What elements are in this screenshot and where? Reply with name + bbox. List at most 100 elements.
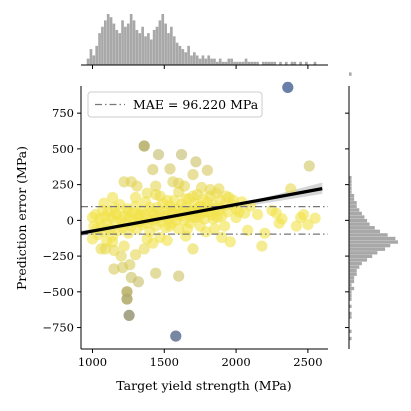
data-point	[141, 187, 153, 199]
histogram-bar	[253, 61, 256, 65]
histogram-bar	[244, 58, 248, 66]
data-point	[107, 236, 119, 248]
histogram-bar	[170, 26, 173, 65]
y-axis: −750 −500 −250 0 250 500 750	[42, 106, 81, 335]
data-point	[266, 204, 278, 216]
data-point	[147, 237, 159, 249]
data-point	[167, 176, 179, 188]
histogram-bar	[187, 45, 190, 66]
data-point	[204, 184, 216, 196]
histogram-bar	[349, 311, 352, 316]
x-tick-label: 1500	[150, 355, 179, 369]
histogram-bar	[86, 58, 90, 66]
data-point	[150, 180, 162, 192]
histogram-bar	[213, 58, 216, 66]
data-point	[138, 140, 150, 152]
histogram-bar	[167, 33, 170, 66]
data-point	[285, 183, 297, 195]
histogram-bar	[349, 268, 357, 273]
histogram-bar	[118, 33, 122, 66]
data-point	[200, 226, 212, 238]
histogram-bar	[215, 61, 219, 65]
data-point	[140, 196, 152, 208]
histogram-bar	[181, 49, 185, 65]
histogram-bar	[233, 61, 236, 65]
histogram-bar	[349, 336, 352, 341]
histogram-bar	[149, 39, 153, 65]
histogram-bar	[161, 14, 165, 65]
histogram-bar	[305, 61, 308, 65]
histogram-bar	[349, 201, 357, 205]
histogram-bar	[101, 26, 104, 65]
histogram-bar	[349, 243, 391, 248]
histogram-bar	[349, 197, 355, 201]
data-point	[161, 234, 173, 246]
histogram-bar	[201, 55, 205, 65]
histogram-bar	[98, 33, 101, 66]
y-tick-label: −750	[42, 321, 74, 335]
histogram-bar	[230, 58, 234, 66]
histogram-bar	[121, 20, 124, 66]
data-point	[209, 223, 221, 235]
data-point	[160, 221, 172, 234]
histogram-bar	[349, 272, 357, 276]
histogram-bar	[190, 55, 193, 65]
regression-line	[80, 187, 323, 235]
histogram-bar	[115, 29, 119, 65]
data-point	[121, 293, 133, 305]
y-tick-label: 500	[52, 142, 74, 156]
histogram-bar	[109, 17, 113, 65]
data-point	[173, 270, 185, 282]
data-point	[86, 233, 99, 245]
histogram-bar	[129, 14, 133, 65]
histogram-bar	[126, 23, 130, 66]
y-tick-label: 250	[52, 178, 74, 192]
histogram-bar	[349, 279, 355, 284]
histogram-bar	[152, 29, 156, 65]
histogram-bar	[349, 290, 352, 294]
main-plot: 1000 1500 2000 2500 −750−500−2500250500750 …	[14, 81, 328, 393]
y-axis-title: Prediction error (MPa)	[14, 146, 29, 290]
histogram-bar	[261, 61, 265, 65]
data-point	[130, 249, 142, 261]
histogram-bar	[195, 55, 199, 65]
data-point	[180, 230, 192, 242]
histogram-bar	[349, 179, 352, 183]
data-point	[170, 330, 182, 342]
histogram-bar	[175, 42, 179, 65]
histogram-bar	[349, 315, 352, 319]
x-tick-label: 2000	[221, 355, 250, 369]
data-point	[259, 227, 271, 239]
histogram-bar	[313, 61, 317, 65]
histogram-bar	[349, 208, 360, 212]
histogram-bar	[267, 61, 271, 65]
histogram-bar	[349, 222, 370, 226]
histogram-bar	[349, 233, 388, 237]
data-point	[125, 176, 137, 188]
data-point	[190, 156, 202, 168]
histogram-bar	[349, 190, 352, 194]
histogram-bar	[349, 193, 355, 198]
data-point	[117, 261, 129, 274]
data-point	[298, 209, 310, 221]
histogram-bar	[349, 186, 352, 191]
histogram-bar	[264, 61, 268, 65]
legend: MAE = 96.220 MPa	[87, 91, 263, 118]
histogram-bar	[164, 23, 167, 66]
histogram-bar	[250, 61, 254, 65]
histogram-bar	[290, 61, 294, 65]
histogram-bar	[349, 229, 380, 234]
histogram-bar	[103, 20, 107, 66]
histogram-bar	[218, 58, 222, 66]
data-point	[213, 183, 225, 195]
histogram-bar	[138, 33, 142, 66]
histogram-bar	[227, 58, 231, 66]
data-point	[138, 243, 150, 255]
histogram-bar	[349, 293, 352, 298]
data-point	[152, 149, 165, 161]
data-point	[187, 169, 199, 181]
histogram-bar	[349, 218, 368, 223]
x-tick-label: 1000	[78, 355, 107, 369]
histogram-bar	[349, 265, 360, 269]
histogram-bar	[155, 26, 159, 65]
